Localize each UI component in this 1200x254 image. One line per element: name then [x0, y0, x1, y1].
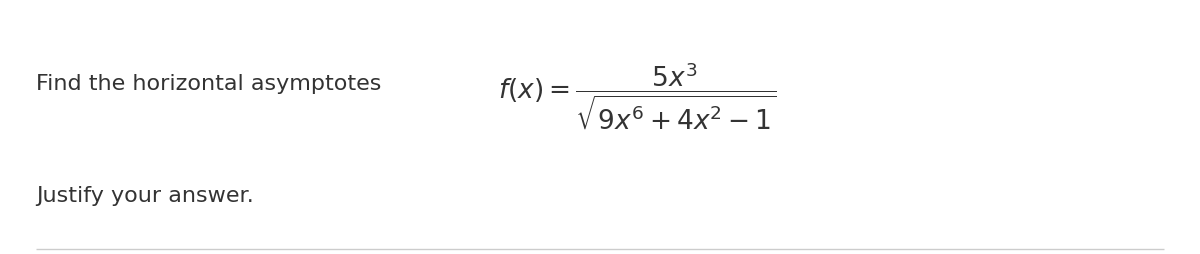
Text: $f(x) = \dfrac{5x^3}{\sqrt{9x^6 + 4x^2 - 1}}$: $f(x) = \dfrac{5x^3}{\sqrt{9x^6 + 4x^2 -… — [498, 61, 776, 132]
Text: Find the horizontal asymptotes: Find the horizontal asymptotes — [36, 74, 382, 94]
Text: Justify your answer.: Justify your answer. — [36, 186, 253, 205]
